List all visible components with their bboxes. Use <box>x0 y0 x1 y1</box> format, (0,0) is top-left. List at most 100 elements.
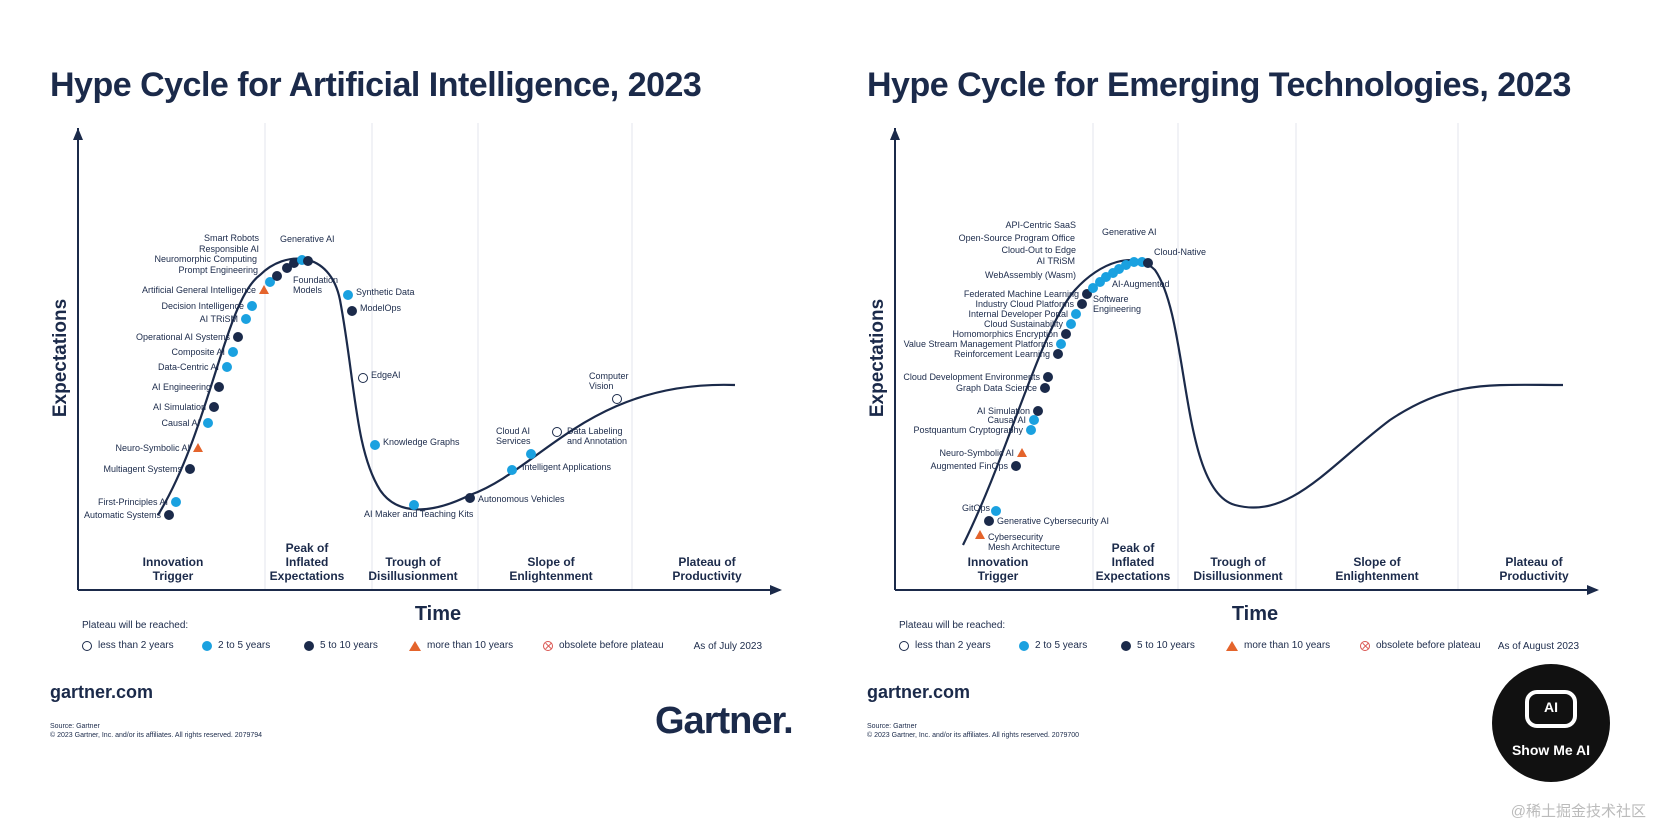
tech-marker[interactable] <box>1053 349 1063 359</box>
tech-marker[interactable] <box>222 362 232 372</box>
site-link[interactable]: gartner.com <box>50 682 154 702</box>
tech-label: Foundation <box>293 275 338 285</box>
tech-marker[interactable] <box>228 347 238 357</box>
tech-marker[interactable] <box>612 394 622 404</box>
hype-curve <box>157 257 736 516</box>
legend-item: 2 to 5 years <box>202 640 270 651</box>
tech-marker[interactable] <box>1029 415 1039 425</box>
tech-marker[interactable] <box>465 493 475 503</box>
copyright-line: © 2023 Gartner, Inc. and/or its affiliat… <box>867 732 1080 739</box>
legend-item: 5 to 10 years <box>304 640 378 651</box>
tech-marker[interactable] <box>1040 383 1050 393</box>
tech-marker[interactable] <box>507 465 517 475</box>
navy-circle-icon <box>1121 640 1131 651</box>
legend: less than 2 years 2 to 5 years 5 to 10 y… <box>899 640 1579 656</box>
tech-label: Autonomous Vehicles <box>478 494 565 504</box>
tech-marker[interactable] <box>1026 425 1036 435</box>
tech-label: API-Centric SaaS <box>1005 220 1076 230</box>
navy-circle-icon <box>304 640 314 651</box>
legend-item: obsolete before plateau <box>543 640 664 651</box>
tech-label: Causal AI <box>987 415 1026 425</box>
x-axis-arrow <box>770 585 782 595</box>
phase-label: Inflated <box>286 555 329 569</box>
tech-marker[interactable] <box>1061 329 1071 339</box>
tech-label: Data Labeling <box>567 426 623 436</box>
x-axis-arrow <box>1587 585 1599 595</box>
tech-marker[interactable] <box>975 530 985 539</box>
tech-marker[interactable] <box>358 373 368 383</box>
tech-marker[interactable] <box>265 277 275 287</box>
tech-label: Composite AI <box>171 347 225 357</box>
tech-marker[interactable] <box>1043 372 1053 382</box>
tech-marker[interactable] <box>984 516 994 526</box>
legend-label: 5 to 10 years <box>1137 640 1195 651</box>
tech-label: Synthetic Data <box>356 287 415 297</box>
tech-marker[interactable] <box>203 418 213 428</box>
tech-marker[interactable] <box>272 271 282 281</box>
tech-label: Responsible AI <box>199 244 259 254</box>
tech-label: Engineering <box>1093 304 1141 314</box>
tech-marker[interactable] <box>247 301 257 311</box>
tech-label: Augmented FinOps <box>930 461 1008 471</box>
tech-label: Open-Source Program Office <box>959 233 1075 243</box>
tech-label: Knowledge Graphs <box>383 437 460 447</box>
tech-marker[interactable] <box>185 464 195 474</box>
tech-marker[interactable] <box>991 506 1001 516</box>
tech-marker[interactable] <box>1033 406 1043 416</box>
tech-marker[interactable] <box>282 263 292 273</box>
orange-triangle-icon <box>1226 640 1238 651</box>
phase-label: Innovation <box>968 555 1029 569</box>
tech-marker[interactable] <box>409 500 419 510</box>
tech-marker[interactable] <box>370 440 380 450</box>
open-circle-icon <box>899 640 909 651</box>
legend-label: less than 2 years <box>915 640 991 651</box>
phase-label: Trigger <box>153 569 194 583</box>
tech-label: Decision Intelligence <box>161 301 244 311</box>
tech-label: First-Principles AI <box>98 497 168 507</box>
tech-marker[interactable] <box>1011 461 1021 471</box>
tech-marker[interactable] <box>214 382 224 392</box>
tech-marker[interactable] <box>1056 339 1066 349</box>
phase-label: Slope of <box>1353 555 1401 569</box>
obsolete-circle-icon <box>543 640 553 651</box>
tech-marker[interactable] <box>233 332 243 342</box>
tech-marker[interactable] <box>171 497 181 507</box>
tech-label: Cybersecurity <box>988 532 1044 542</box>
tech-label: and Annotation <box>567 436 627 446</box>
tech-marker[interactable] <box>343 290 353 300</box>
tech-marker[interactable] <box>347 306 357 316</box>
tech-label: Cloud-Out to Edge <box>1001 245 1076 255</box>
tech-marker[interactable] <box>303 256 313 266</box>
legend-label: 2 to 5 years <box>1035 640 1088 651</box>
phase-label: Slope of <box>527 555 575 569</box>
tech-marker[interactable] <box>241 314 251 324</box>
tech-label: Vision <box>589 381 613 391</box>
legend-title: Plateau will be reached: <box>82 620 189 631</box>
tech-label: Federated Machine Learning <box>964 289 1079 299</box>
legend-label: obsolete before plateau <box>1376 640 1481 651</box>
tech-marker[interactable] <box>1082 289 1092 299</box>
tech-marker[interactable] <box>1071 309 1081 319</box>
phase-label: Plateau of <box>678 555 736 569</box>
tech-marker[interactable] <box>1077 299 1087 309</box>
site-link[interactable]: gartner.com <box>867 682 971 702</box>
tech-marker[interactable] <box>1066 319 1076 329</box>
tech-marker[interactable] <box>526 449 536 459</box>
tech-marker[interactable] <box>1017 448 1027 457</box>
tech-label: Causal AI <box>161 418 200 428</box>
phase-label: Productivity <box>1499 569 1569 583</box>
tech-marker[interactable] <box>1088 283 1098 293</box>
hype-cycle-panel-ai: Hype Cycle for Artificial Intelligence, … <box>0 0 827 827</box>
tech-marker[interactable] <box>193 443 203 452</box>
phase-label: Expectations <box>1096 569 1171 583</box>
tech-marker[interactable] <box>552 427 562 437</box>
tech-marker[interactable] <box>209 402 219 412</box>
tech-label: Software <box>1093 294 1129 304</box>
tech-marker[interactable] <box>259 285 269 294</box>
tech-label: Neuro-Symbolic AI <box>939 448 1014 458</box>
tech-marker[interactable] <box>1143 258 1153 268</box>
x-axis-label: Time <box>1232 603 1278 625</box>
tech-marker[interactable] <box>164 510 174 520</box>
tech-label: AI Maker and Teaching Kits <box>364 509 474 519</box>
